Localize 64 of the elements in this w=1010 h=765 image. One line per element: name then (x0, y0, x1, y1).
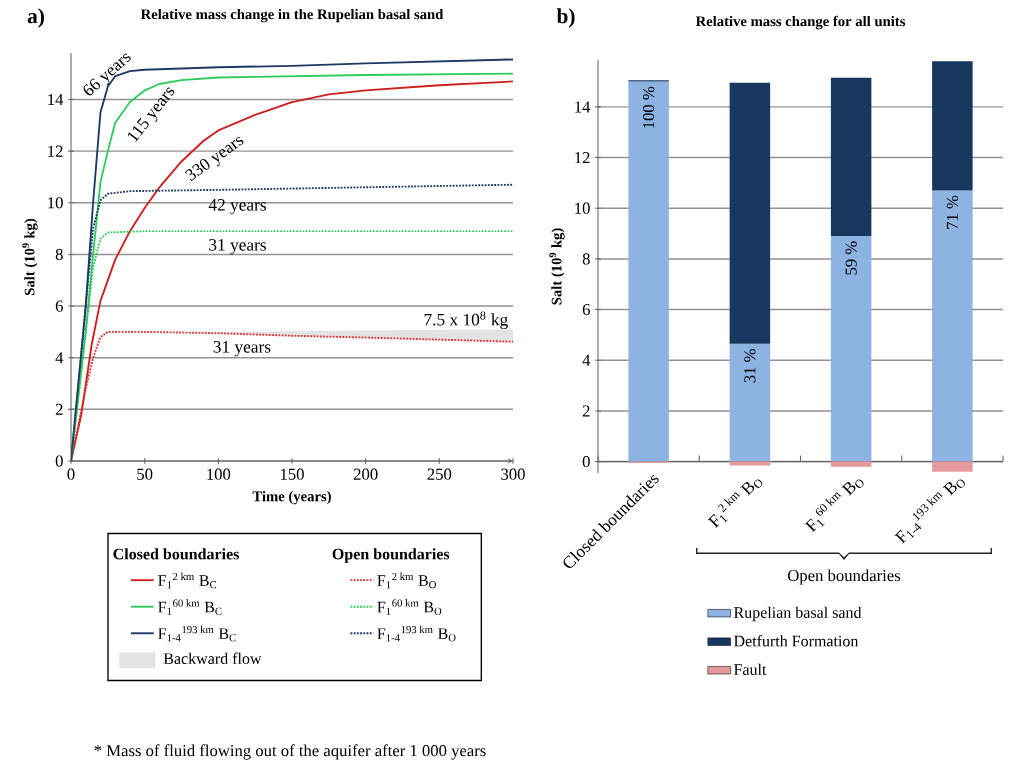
annotation: 71 % (946, 195, 959, 229)
text: Open boundaries (332, 548, 450, 563)
chart-title: Relative mass change in the Rupelian basal sand (140, 8, 444, 23)
bar (932, 61, 973, 191)
bar (932, 461, 973, 472)
y-tick-label: 6 (55, 300, 63, 312)
y-tick-label: 0 (55, 455, 63, 467)
y-tick-label: 0 (582, 455, 590, 468)
x-tick-label: F$_{1-4}$$^{193 km}$ B$_{O}$ (894, 479, 965, 544)
bar (830, 77, 872, 237)
y-tick-label: 10 (48, 197, 63, 209)
y-tick-label: 8 (582, 253, 590, 265)
annotation: 31 years (209, 239, 266, 255)
x-tick-label: 300 (501, 468, 525, 480)
x-tick-label: 150 (280, 468, 304, 480)
x-axis-title: Time (years) (252, 490, 331, 505)
text: * Mass of fluid flowing out of the aquifer after 1 000 years (94, 744, 486, 760)
x-tick-label: 0 (67, 468, 75, 480)
legend-label: F$_{1}$$^{2 km}$ B$_{O}$ (377, 572, 436, 589)
bar (830, 236, 872, 462)
y-tick-label: 4 (55, 352, 64, 364)
annotation: 59 % (845, 241, 857, 275)
annotation: 31 years (213, 341, 271, 357)
legend-label: F$_{1-4}$$^{193 km}$ B$_{C}$ (158, 625, 236, 642)
y-tick-label: 4 (582, 354, 591, 366)
y-tick-label: 14 (48, 93, 64, 105)
x-tick-label: 100 (207, 468, 231, 480)
legend-label: Detfurth Formation (733, 635, 859, 647)
text: b) (556, 8, 575, 28)
bar (932, 190, 973, 462)
x-tick-label: 200 (353, 468, 378, 480)
annotation: 31 % (744, 349, 756, 383)
bar (729, 343, 771, 462)
y-tick-label: 14 (575, 101, 591, 113)
chart-title: Relative mass change for all units (695, 15, 906, 30)
y-axis-title: Salt (10$^{9}$ kg) (22, 218, 38, 295)
text: Closed boundaries (113, 548, 239, 560)
bar (628, 81, 669, 462)
y-axis-title: Salt (10$^{9}$ kg) (549, 228, 565, 305)
legend-label: Fault (733, 663, 767, 675)
x-tick-label: 250 (427, 468, 452, 480)
legend-label: F$_{1}$$^{2 km}$ B$_{C}$ (158, 572, 217, 589)
x-tick-label: F$_{1}$$^{2 km}$ B$_{O}$ (707, 479, 763, 529)
legend-label: F$_{1-4}$$^{193 km}$ B$_{O}$ (377, 625, 456, 642)
text: Open boundaries (788, 569, 901, 585)
legend-label: Rupelian basal sand (733, 606, 862, 622)
y-tick-label: 8 (55, 248, 63, 261)
annotation: 42 years (208, 199, 266, 215)
annotation: 7.5 x 10$^{8}$ kg (424, 311, 508, 330)
y-tick-label: 2 (55, 403, 63, 415)
annotation: 100 % (642, 86, 655, 128)
text: a) (27, 8, 44, 28)
y-tick-label: 2 (582, 405, 590, 417)
y-tick-label: 12 (48, 145, 63, 157)
x-tick-label: F$_{1}$$^{60 km}$ B$_{O}$ (804, 479, 864, 533)
y-tick-label: 12 (575, 152, 590, 164)
y-tick-label: 10 (575, 202, 590, 214)
y-tick-label: 6 (582, 303, 590, 316)
x-tick-label: 50 (137, 468, 153, 480)
bar (830, 461, 872, 467)
legend-label: F$_{1}$$^{60 km}$ B$_{O}$ (377, 599, 442, 615)
text: Backward flow (163, 652, 262, 665)
bar (729, 82, 771, 344)
legend-label: F$_{1}$$^{60 km}$ B$_{C}$ (158, 599, 222, 615)
